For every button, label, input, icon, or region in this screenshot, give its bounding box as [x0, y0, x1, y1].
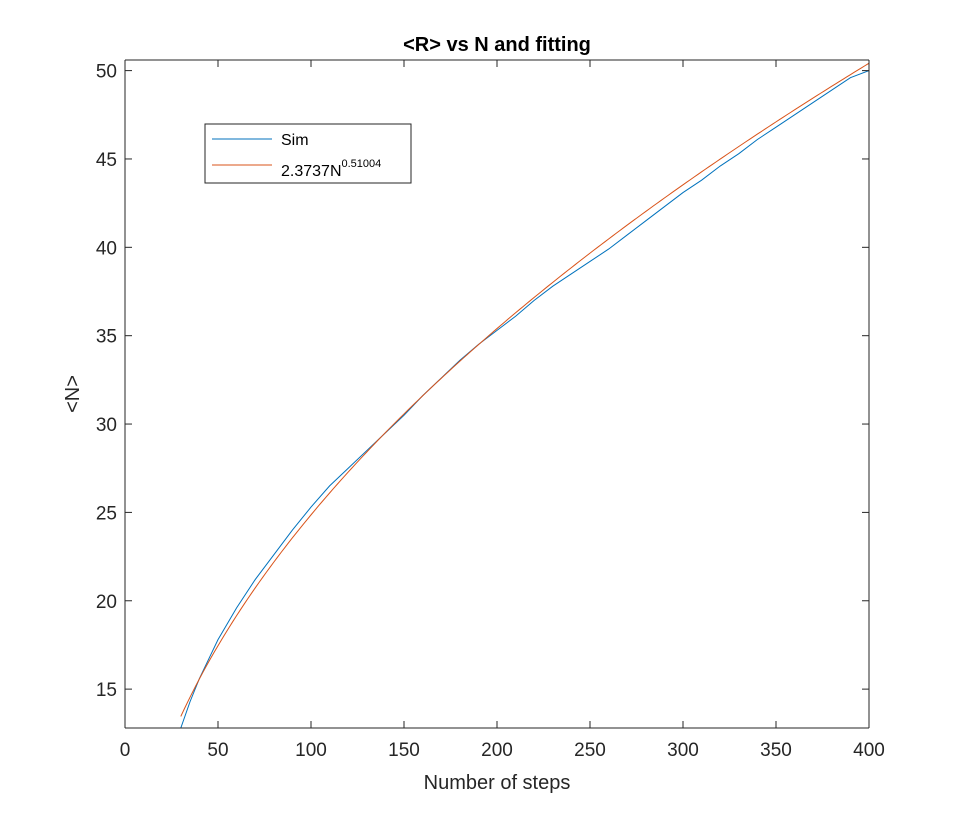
x-ticks: 0 50 100 150 200 250 300 350 400 — [120, 60, 885, 761]
x-tick-label: 100 — [295, 740, 327, 761]
y-axis-label: <N> — [62, 375, 84, 413]
x-tick-label: 200 — [481, 740, 513, 761]
y-tick-label: 35 — [96, 327, 117, 348]
x-tick-label: 50 — [207, 740, 228, 761]
x-tick-label: 350 — [760, 740, 792, 761]
series-layer — [180, 62, 869, 728]
y-tick-label: 25 — [96, 503, 117, 524]
y-ticks: 15 20 25 30 35 40 45 50 — [96, 62, 869, 701]
series-line-fit — [180, 62, 869, 717]
x-axis-label: Number of steps — [424, 772, 571, 794]
chart-title: <R> vs N and fitting — [403, 34, 591, 56]
y-tick-label: 45 — [96, 150, 117, 171]
x-tick-label: 300 — [667, 740, 699, 761]
x-tick-label: 0 — [120, 740, 131, 761]
x-tick-label: 400 — [853, 740, 885, 761]
y-tick-label: 20 — [96, 592, 117, 613]
y-tick-label: 50 — [96, 62, 117, 83]
legend-box — [204, 123, 412, 184]
y-tick-label: 30 — [96, 415, 117, 436]
legend-label-fit-exponent: 0.51004 — [342, 158, 382, 170]
x-tick-label: 250 — [574, 740, 606, 761]
legend-label-sim: Sim — [281, 132, 309, 149]
legend-label-fit-base: 2.3737N — [281, 163, 342, 180]
legend-label-fit: 2.3737N0.51004 — [281, 158, 381, 180]
x-tick-label: 150 — [388, 740, 420, 761]
series-line-sim — [180, 70, 869, 728]
legend: Sim 2.3737N0.51004 — [204, 123, 412, 184]
y-tick-label: 15 — [96, 680, 117, 701]
y-tick-label: 40 — [96, 238, 117, 259]
